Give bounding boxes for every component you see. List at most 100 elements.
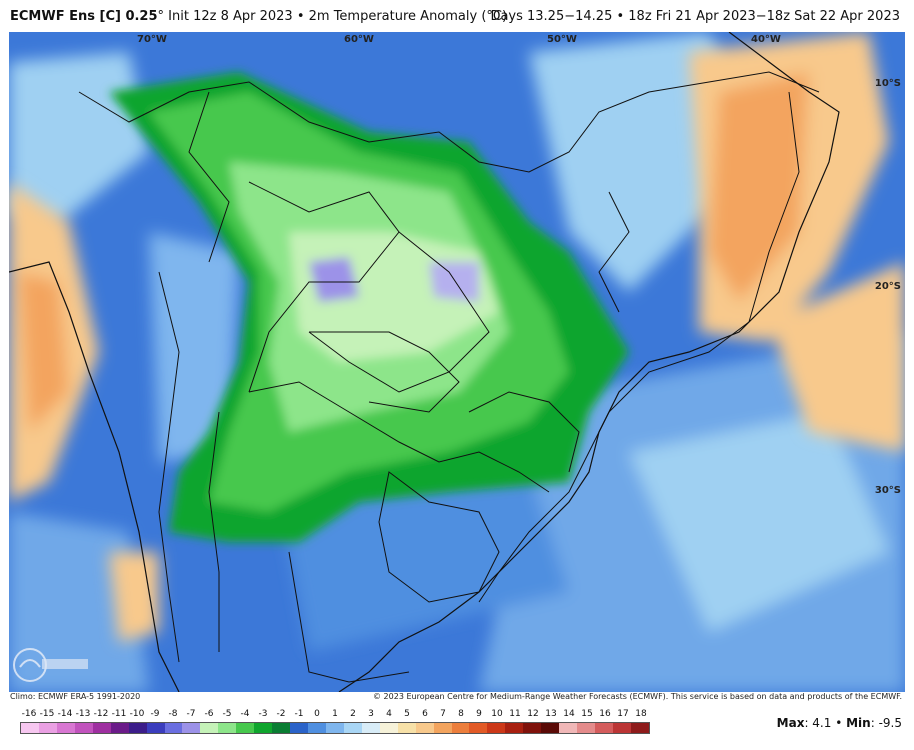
colorbar-swatch xyxy=(559,723,578,733)
degree-symbol: ° xyxy=(157,9,165,24)
colorbar-tick-label: 14 xyxy=(563,709,575,719)
colorbar-legend: -16 -15 -14 -13 -12 -11 -10 -9 -8 -7 -6 -5 -4 -3 -2 -1 0… xyxy=(20,709,650,735)
colorbar-tick-label: -11 xyxy=(111,709,127,719)
colorbar-swatch xyxy=(397,723,416,733)
colorbar-tick-label: 5 xyxy=(404,709,410,719)
colorbar-tick-label: 3 xyxy=(368,709,374,719)
colorbar-swatch xyxy=(433,723,452,733)
colorbar-tick-label: -10 xyxy=(129,709,145,719)
title-bar: ECMWF Ens [C] 0.25° Init 12z 8 Apr 2023 … xyxy=(0,0,914,32)
lon-label-50w: 50°W xyxy=(547,34,577,45)
climo-note: Climo: ECMWF ERA-5 1991-2020 xyxy=(10,692,141,701)
colorbar-tick-label: -8 xyxy=(168,709,178,719)
colorbar-swatch xyxy=(379,723,398,733)
colorbar-swatch xyxy=(92,723,111,733)
atlantic-coastline xyxy=(338,32,840,692)
model-name: ECMWF Ens [C] 0.25 xyxy=(10,9,158,24)
colorbar-tick-label: -12 xyxy=(93,709,109,719)
max-min-stats: Max: 4.1 • Min: -9.5 xyxy=(776,716,902,730)
temperature-anomaly-map: 70°W 60°W 50°W 40°W 10°S 20°S 30°S xyxy=(9,32,905,692)
colorbar-swatch xyxy=(254,723,273,733)
colorbar-labels: -16 -15 -14 -13 -12 -11 -10 -9 -8 -7 -6 -5 -4 -3 -2 -1 0… xyxy=(20,709,650,721)
lat-label-10s: 10°S xyxy=(874,78,901,89)
colorbar-tick-label: -7 xyxy=(186,709,196,719)
colorbar-tick-label: 4 xyxy=(386,709,392,719)
colorbar-tick-label: -9 xyxy=(150,709,160,719)
colorbar-tick-label: 13 xyxy=(545,709,557,719)
colorbar-tick-label: -2 xyxy=(276,709,286,719)
colorbar-swatch xyxy=(612,723,631,733)
colorbar-tick-label: -6 xyxy=(204,709,214,719)
political-borders xyxy=(78,71,820,683)
colorbar-tick-label: -14 xyxy=(57,709,73,719)
min-value: : -9.5 xyxy=(870,716,902,730)
colorbar-swatch xyxy=(236,723,255,733)
colorbar-tick-label: 10 xyxy=(491,709,503,719)
colorbar-swatch xyxy=(146,723,165,733)
colorbar-tick-label: 11 xyxy=(509,709,521,719)
lon-label-70w: 70°W xyxy=(137,34,167,45)
colorbar-swatch xyxy=(308,723,326,733)
colorbar-tick-label: -4 xyxy=(240,709,250,719)
weatherbell-logo xyxy=(12,645,92,685)
colorbar-swatch xyxy=(290,723,308,733)
lon-label-60w: 60°W xyxy=(344,34,374,45)
max-label: Max xyxy=(776,716,805,730)
colorbar-swatch xyxy=(577,723,595,733)
colorbar-swatch xyxy=(110,723,129,733)
colorbar-tick-label: -16 xyxy=(21,709,37,719)
colorbar-swatch xyxy=(200,723,219,733)
copyright-note: © 2023 European Centre for Medium-Range … xyxy=(373,692,902,701)
colorbar-swatch xyxy=(182,723,201,733)
colorbar-swatch xyxy=(74,723,93,733)
lon-label-40w: 40°W xyxy=(751,34,781,45)
colorbar-tick-label: 16 xyxy=(599,709,611,719)
colorbar-tick-label: -3 xyxy=(258,709,268,719)
colorbar-swatch xyxy=(630,723,649,733)
colorbar-swatch xyxy=(164,723,183,733)
valid-period: Days 13.25−14.25 • 18z Fri 21 Apr 2023−1… xyxy=(490,9,900,24)
colorbar-swatch xyxy=(469,723,488,733)
colorbar-swatch xyxy=(325,723,344,733)
lat-label-30s: 30°S xyxy=(874,485,901,496)
colorbar-tick-label: 9 xyxy=(476,709,482,719)
cold-anomaly-zones xyxy=(109,72,629,542)
min-label: Min xyxy=(846,716,871,730)
map-title: ECMWF Ens [C] 0.25° Init 12z 8 Apr 2023 … xyxy=(10,9,508,24)
colorbar-swatch xyxy=(487,723,506,733)
colorbar-swatch xyxy=(523,723,542,733)
colorbar-tick-label: 18 xyxy=(635,709,647,719)
colorbar-tick-label: -15 xyxy=(39,709,55,719)
colorbar-swatch xyxy=(343,723,362,733)
colorbar-swatch xyxy=(272,723,291,733)
max-value: : 4.1 xyxy=(804,716,832,730)
colorbar-tick-label: 12 xyxy=(527,709,539,719)
colorbar-tick-label: 17 xyxy=(617,709,629,719)
colorbar-tick-label: 8 xyxy=(458,709,464,719)
init-time: Init 12z 8 Apr 2023 xyxy=(164,9,293,24)
colorbar-swatch xyxy=(361,723,380,733)
colorbar-tick-label: 15 xyxy=(581,709,593,719)
colorbar-tick-label: 1 xyxy=(332,709,338,719)
colorbar-tick-label: 0 xyxy=(314,709,320,719)
colorbar-swatch xyxy=(595,723,613,733)
colorbar-tick-label: -5 xyxy=(222,709,232,719)
colorbar-swatch xyxy=(218,723,237,733)
lat-label-20s: 20°S xyxy=(874,281,901,292)
colorbar-swatch xyxy=(56,723,75,733)
colorbar-tick-label: 6 xyxy=(422,709,428,719)
colorbar-tick-label: 7 xyxy=(440,709,446,719)
colorbar-swatch xyxy=(541,723,560,733)
light-blue-zones xyxy=(9,32,905,692)
colorbar-swatch xyxy=(415,723,434,733)
field-name: 2m Temperature Anomaly (°C) xyxy=(308,9,508,24)
colorbar-swatch xyxy=(21,723,39,733)
map-footer: Climo: ECMWF ERA-5 1991-2020 © 2023 Euro… xyxy=(0,692,914,704)
colorbar-swatch xyxy=(38,723,57,733)
colorbar-tick-label: -1 xyxy=(294,709,304,719)
colorbar-tick-label: 2 xyxy=(350,709,356,719)
pacific-coastline xyxy=(9,261,180,692)
colorbar-tick-label: -13 xyxy=(75,709,91,719)
colorbar-swatch xyxy=(451,723,470,733)
colorbar-swatches xyxy=(20,722,650,734)
